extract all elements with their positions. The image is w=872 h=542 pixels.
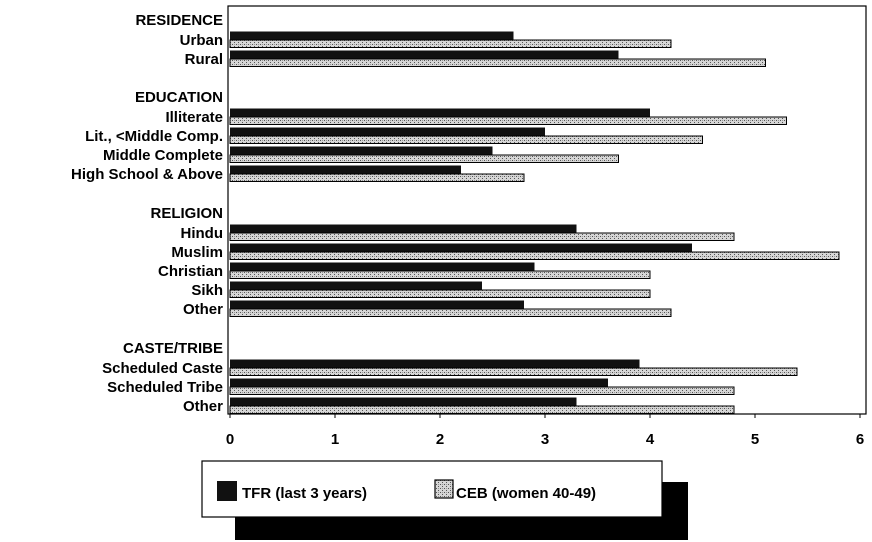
bar-tfr [230, 397, 577, 406]
bar-tfr [230, 281, 482, 290]
bar-ceb [229, 232, 735, 241]
bar-tfr [230, 262, 535, 271]
group-heading: RELIGION [150, 205, 223, 222]
x-tick-label: 3 [541, 431, 549, 448]
bar-tfr [230, 146, 493, 155]
bar-tfr [230, 243, 692, 252]
group-heading: RESIDENCE [135, 12, 223, 29]
bar-tfr [230, 165, 461, 174]
legend-label-ceb: CEB (women 40-49) [456, 485, 596, 502]
bar-tfr [230, 359, 640, 368]
x-tick-label: 6 [856, 431, 864, 448]
bar-tfr [230, 300, 524, 309]
category-label: Rural [185, 51, 223, 68]
x-axis-ticks: 0 1 2 3 4 5 6 [226, 414, 864, 448]
bar-tfr [230, 224, 577, 233]
legend-box [201, 460, 663, 518]
category-label: Scheduled Caste [102, 360, 223, 377]
bar-ceb [229, 135, 703, 144]
category-label: High School & Above [71, 166, 223, 183]
category-label: Urban [180, 32, 223, 49]
category-label: Lit., <Middle Comp. [85, 128, 223, 145]
bar-ceb [229, 58, 766, 67]
category-label: Middle Complete [103, 147, 223, 164]
bar-ceb [229, 367, 798, 376]
bar-ceb [229, 289, 651, 298]
bar-tfr [230, 31, 514, 40]
bar-ceb [229, 308, 672, 317]
legend-label-tfr: TFR (last 3 years) [242, 485, 367, 502]
x-tick-label: 5 [751, 431, 759, 448]
category-label: Christian [158, 263, 223, 280]
category-labels: RESIDENCE Urban Rural EDUCATION Illiterate Li… [71, 12, 223, 415]
legend-swatch-tfr [217, 481, 237, 501]
x-tick-label: 2 [436, 431, 444, 448]
legend: TFR (last 3 years) CEB (women 40-49) [201, 460, 688, 540]
bar-ceb [229, 251, 840, 260]
group-heading: EDUCATION [135, 89, 223, 106]
bar-tfr [230, 50, 619, 59]
bar-tfr [230, 127, 545, 136]
bar-ceb [229, 173, 525, 182]
bar-ceb [229, 270, 651, 279]
category-label: Other [183, 398, 223, 415]
bar-ceb [229, 116, 787, 125]
plot-frame [227, 5, 867, 415]
bar-ceb [229, 405, 735, 414]
group-heading: CASTE/TRIBE [123, 340, 223, 357]
category-label: Muslim [171, 244, 223, 261]
bar-tfr [230, 378, 608, 387]
bar-tfr [230, 108, 650, 117]
x-tick-label: 1 [331, 431, 339, 448]
legend-swatch-ceb [434, 479, 454, 499]
bars [229, 31, 840, 414]
category-label: Illiterate [165, 109, 223, 126]
category-label: Hindu [181, 225, 224, 242]
bar-ceb [229, 154, 619, 163]
bar-ceb [229, 39, 672, 48]
category-label: Other [183, 301, 223, 318]
bar-ceb [229, 386, 735, 395]
category-label: Sikh [191, 282, 223, 299]
category-label: Scheduled Tribe [107, 379, 223, 396]
x-tick-label: 0 [226, 431, 234, 448]
x-tick-label: 4 [646, 431, 655, 448]
